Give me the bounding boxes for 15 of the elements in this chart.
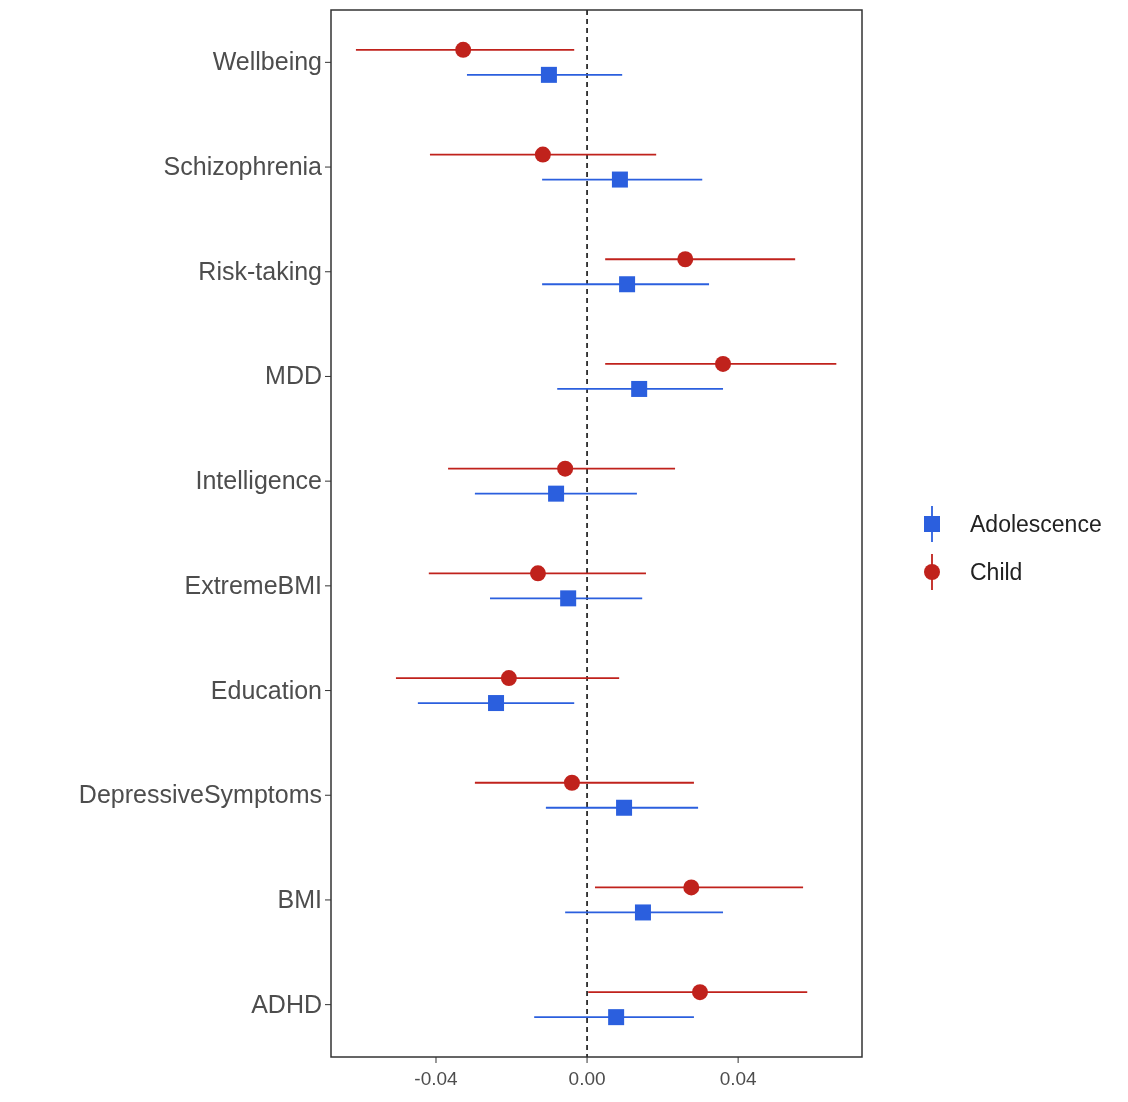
y-tick-label: MDD: [265, 361, 322, 390]
y-tick-label: Schizophrenia: [163, 152, 323, 181]
legend-label: Adolescence: [970, 511, 1102, 537]
y-tick-label: BMI: [277, 884, 322, 913]
y-tick-label: Education: [210, 675, 322, 704]
y-tick-label: ADHD: [251, 989, 322, 1018]
y-tick-label: Wellbeing: [212, 47, 322, 76]
y-tick-label: Intelligence: [195, 466, 322, 495]
y-tick-label: Risk-taking: [198, 256, 322, 285]
y-tick-label: ExtremeBMI: [184, 570, 322, 599]
x-tick-label: 0.00: [568, 1068, 606, 1089]
x-tick-label: 0.04: [719, 1068, 758, 1089]
y-tick-label: DepressiveSymptoms: [78, 780, 322, 809]
x-tick-label: -0.04: [414, 1068, 459, 1089]
legend-label: Child: [970, 559, 1023, 585]
